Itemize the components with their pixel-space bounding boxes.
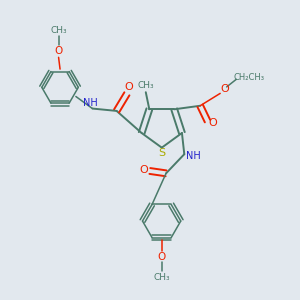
Text: O: O (55, 46, 63, 56)
Text: CH₂CH₃: CH₂CH₃ (233, 73, 264, 82)
Text: S: S (158, 148, 165, 158)
Text: CH₃: CH₃ (153, 273, 170, 282)
Text: O: O (139, 164, 148, 175)
Text: O: O (124, 82, 133, 92)
Text: NH: NH (83, 98, 98, 108)
Text: O: O (208, 118, 217, 128)
Text: NH: NH (186, 151, 200, 161)
Text: CH₃: CH₃ (137, 81, 154, 90)
Text: O: O (158, 252, 166, 262)
Text: O: O (220, 84, 229, 94)
Text: CH₃: CH₃ (50, 26, 67, 35)
